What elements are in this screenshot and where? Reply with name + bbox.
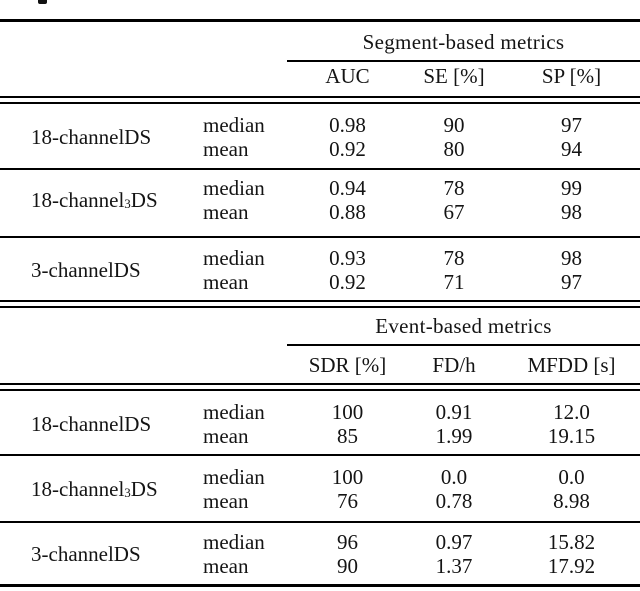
row-label-main: 18-channel (31, 124, 125, 149)
metric-value: 0.88 (329, 199, 366, 224)
metric-value: 0.92 (329, 269, 366, 294)
section-header-event: Event-based metrics (375, 313, 552, 338)
segment-column-header-row: AUC SE [%] SP [%] (0, 63, 640, 89)
row-label-main: 3-channel (31, 541, 114, 566)
metric-value: 85 (337, 423, 358, 448)
metric-value: 0.94 (329, 175, 366, 200)
row-group-label: 18-channel 3 DS (31, 476, 158, 501)
metric-value: 78 (443, 245, 465, 270)
stat-label-median: median (203, 175, 265, 200)
metric-value: 15.82 (547, 529, 596, 554)
metric-value: 0.0 (558, 464, 585, 489)
stat-label-median: median (203, 464, 265, 489)
row-label-main: 3-channel (31, 257, 114, 282)
metric-value: 0.0 (440, 464, 468, 489)
metric-value: 97 (561, 269, 582, 294)
metric-value: 76 (337, 488, 358, 513)
row-group-label: 18-channel DS (0, 113, 203, 161)
metric-value: 90 (337, 553, 358, 578)
section-divider-double-rule (0, 300, 640, 308)
row-label-main: 18-channel (31, 476, 125, 501)
metric-value: 17.92 (547, 553, 596, 578)
event-column-header-row: SDR [%] FD/h MFDD [s] (0, 352, 640, 378)
stat-label-mean: mean (203, 136, 249, 161)
column-header-fdh: FD/h (432, 352, 476, 377)
column-header-sdr: SDR [%] (308, 352, 387, 377)
table-row-group: 18-channel 3 DS median mean 100 0.0 0.0 7… (0, 465, 640, 513)
metric-value: 67 (443, 199, 465, 224)
metric-value: 12.0 (553, 399, 590, 424)
stat-label-median: median (203, 529, 265, 554)
section-header-segment: Segment-based metrics (362, 29, 565, 54)
metric-value: 99 (561, 175, 582, 200)
metric-value: 98 (561, 245, 582, 270)
metric-value: 0.98 (329, 112, 366, 137)
column-header-sp: SP [%] (541, 63, 602, 88)
row-label-suffix: DS (130, 187, 158, 212)
row-label-suffix: DS (124, 411, 152, 436)
event-header-underline (287, 344, 640, 346)
metric-value: 90 (443, 112, 465, 137)
stat-label-median: median (203, 245, 265, 270)
table-row-group: 18-channel DS median mean 0.98 90 97 0.9… (0, 113, 640, 161)
row-group-label: 18-channel 3 DS (31, 187, 158, 212)
group-separator-rule (0, 236, 640, 238)
metric-value: 100 (331, 399, 364, 424)
metric-value: 1.37 (435, 553, 473, 578)
cropped-caption-fragment (38, 0, 47, 4)
stat-label-mean: mean (203, 423, 249, 448)
group-separator-rule (0, 454, 640, 456)
stat-label-mean: mean (203, 553, 249, 578)
row-label-main: 18-channel (31, 411, 125, 436)
metric-value: 71 (443, 269, 465, 294)
metric-value: 0.92 (329, 136, 366, 161)
row-label-suffix: DS (124, 124, 152, 149)
metric-value: 0.93 (329, 245, 366, 270)
metric-value: 0.78 (435, 488, 473, 513)
event-head-double-rule (0, 383, 640, 391)
metric-value: 98 (561, 199, 582, 224)
metric-value: 19.15 (547, 423, 596, 448)
metric-value: 97 (561, 112, 582, 137)
column-header-mfdd: MFDD [s] (527, 352, 616, 377)
metric-value: 94 (561, 136, 582, 161)
stat-label-mean: mean (203, 269, 249, 294)
metric-value: 80 (443, 136, 465, 161)
stat-label-median: median (203, 112, 265, 137)
row-label-suffix: DS (130, 476, 158, 501)
metric-value: 78 (443, 175, 465, 200)
row-group-label: 3-channel DS (0, 246, 203, 294)
segment-header-underline (287, 60, 640, 62)
row-group-label: 18-channel DS (0, 400, 203, 448)
stat-label-mean: mean (203, 488, 249, 513)
row-label-suffix: DS (113, 257, 141, 282)
row-label-main: 18-channel (31, 187, 125, 212)
metric-value: 0.91 (435, 399, 473, 424)
group-separator-rule (0, 168, 640, 170)
table-row-group: 3-channel DS median mean 0.93 78 98 0.92… (0, 246, 640, 294)
group-separator-rule (0, 521, 640, 523)
segment-head-double-rule (0, 96, 640, 104)
table-row-group: 18-channel 3 DS median mean 0.94 78 99 0.… (0, 176, 640, 224)
metric-value: 0.97 (435, 529, 473, 554)
stat-label-median: median (203, 399, 265, 424)
table-top-rule (0, 19, 640, 22)
table-row-group: 3-channel DS median mean 96 0.97 15.82 9… (0, 530, 640, 578)
row-label-suffix: DS (113, 541, 141, 566)
stat-label-mean: mean (203, 199, 249, 224)
table-bottom-rule (0, 584, 640, 587)
metric-value: 8.98 (553, 488, 590, 513)
column-header-se: SE [%] (423, 63, 485, 88)
column-header-auc: AUC (325, 63, 370, 88)
metric-value: 1.99 (435, 423, 473, 448)
row-group-label: 3-channel DS (0, 530, 203, 578)
metric-value: 100 (331, 464, 364, 489)
table-row-group: 18-channel DS median mean 100 0.91 12.0 … (0, 400, 640, 448)
metric-value: 96 (337, 529, 358, 554)
